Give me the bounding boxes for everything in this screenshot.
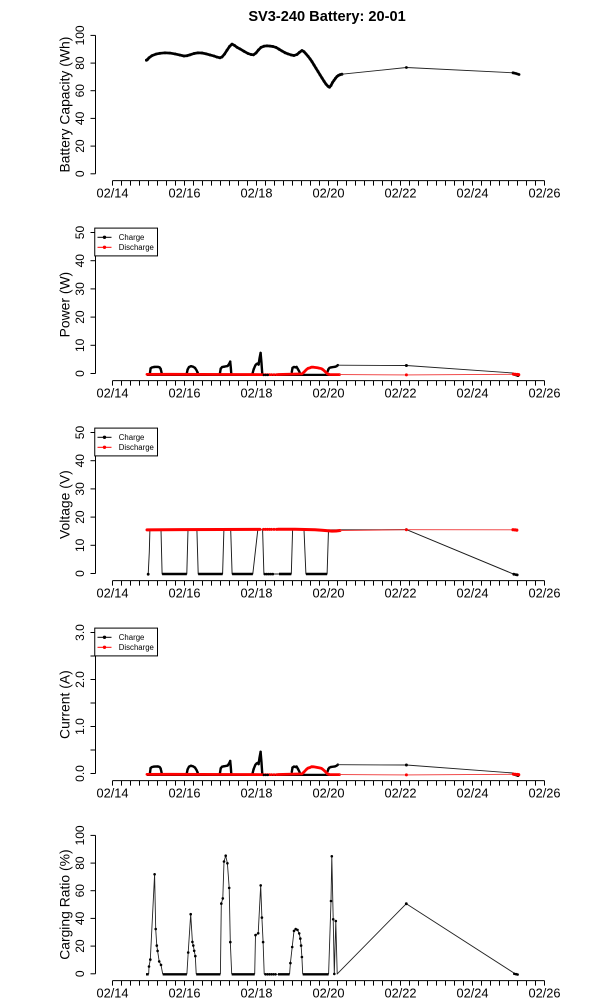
svg-text:80: 80 — [73, 56, 87, 70]
svg-text:Discharge: Discharge — [119, 443, 154, 452]
svg-text:02/18: 02/18 — [240, 186, 272, 201]
svg-text:02/24: 02/24 — [456, 386, 488, 401]
svg-text:40: 40 — [73, 454, 87, 468]
svg-text:Current (A): Current (A) — [57, 670, 73, 739]
svg-text:Charge: Charge — [119, 233, 145, 242]
svg-text:40: 40 — [73, 911, 87, 925]
svg-text:30: 30 — [73, 482, 87, 496]
svg-text:02/20: 02/20 — [312, 786, 344, 801]
svg-text:20: 20 — [73, 139, 87, 153]
svg-text:02/16: 02/16 — [168, 586, 200, 601]
svg-text:02/16: 02/16 — [168, 386, 200, 401]
svg-text:100: 100 — [73, 25, 87, 45]
svg-text:02/22: 02/22 — [384, 786, 416, 801]
svg-text:20: 20 — [73, 310, 87, 324]
svg-text:02/26: 02/26 — [528, 786, 560, 801]
svg-text:02/22: 02/22 — [384, 586, 416, 601]
svg-text:02/22: 02/22 — [384, 186, 416, 201]
svg-text:02/18: 02/18 — [240, 786, 272, 801]
svg-text:02/20: 02/20 — [312, 386, 344, 401]
svg-text:02/18: 02/18 — [240, 986, 272, 1000]
svg-text:02/22: 02/22 — [384, 986, 416, 1000]
svg-text:SV3-240 Battery: 20-01: SV3-240 Battery: 20-01 — [248, 9, 405, 25]
svg-text:02/14: 02/14 — [96, 986, 128, 1000]
svg-text:02/14: 02/14 — [96, 786, 128, 801]
svg-text:10: 10 — [73, 338, 87, 352]
svg-text:02/16: 02/16 — [168, 786, 200, 801]
svg-text:0.0: 0.0 — [73, 765, 87, 782]
svg-text:02/16: 02/16 — [168, 986, 200, 1000]
svg-text:02/26: 02/26 — [528, 986, 560, 1000]
svg-text:Charge: Charge — [119, 433, 145, 442]
svg-text:Carging Ratio (%): Carging Ratio (%) — [57, 849, 73, 959]
svg-text:02/22: 02/22 — [384, 386, 416, 401]
svg-text:100: 100 — [73, 825, 87, 845]
svg-text:Battery Capacity (Wh): Battery Capacity (Wh) — [57, 37, 73, 173]
svg-text:02/14: 02/14 — [96, 586, 128, 601]
svg-text:80: 80 — [73, 856, 87, 870]
svg-text:02/26: 02/26 — [528, 186, 560, 201]
svg-text:1.0: 1.0 — [73, 718, 87, 735]
svg-text:Discharge: Discharge — [119, 243, 154, 252]
svg-text:02/26: 02/26 — [528, 586, 560, 601]
svg-text:50: 50 — [73, 226, 87, 240]
svg-text:02/24: 02/24 — [456, 186, 488, 201]
svg-text:02/14: 02/14 — [96, 186, 128, 201]
svg-text:40: 40 — [73, 254, 87, 268]
svg-text:20: 20 — [73, 939, 87, 953]
svg-text:10: 10 — [73, 538, 87, 552]
svg-text:02/24: 02/24 — [456, 586, 488, 601]
svg-text:02/24: 02/24 — [456, 986, 488, 1000]
svg-text:02/14: 02/14 — [96, 386, 128, 401]
svg-text:02/18: 02/18 — [240, 586, 272, 601]
svg-text:02/20: 02/20 — [312, 186, 344, 201]
svg-text:40: 40 — [73, 111, 87, 125]
svg-text:02/24: 02/24 — [456, 786, 488, 801]
svg-text:30: 30 — [73, 282, 87, 296]
svg-text:60: 60 — [73, 884, 87, 898]
svg-text:Voltage (V): Voltage (V) — [57, 470, 73, 539]
svg-text:Discharge: Discharge — [119, 643, 154, 652]
svg-text:0: 0 — [73, 570, 87, 577]
svg-text:20: 20 — [73, 510, 87, 524]
svg-text:60: 60 — [73, 84, 87, 98]
svg-text:02/18: 02/18 — [240, 386, 272, 401]
svg-text:3.0: 3.0 — [73, 624, 87, 641]
svg-text:02/20: 02/20 — [312, 986, 344, 1000]
svg-text:02/26: 02/26 — [528, 386, 560, 401]
svg-text:0: 0 — [73, 170, 87, 177]
svg-text:50: 50 — [73, 426, 87, 440]
svg-text:0: 0 — [73, 370, 87, 377]
svg-text:Charge: Charge — [119, 633, 145, 642]
svg-text:02/20: 02/20 — [312, 586, 344, 601]
svg-text:0: 0 — [73, 970, 87, 977]
svg-text:02/16: 02/16 — [168, 186, 200, 201]
svg-text:Power (W): Power (W) — [57, 272, 73, 338]
svg-text:2.0: 2.0 — [73, 671, 87, 688]
